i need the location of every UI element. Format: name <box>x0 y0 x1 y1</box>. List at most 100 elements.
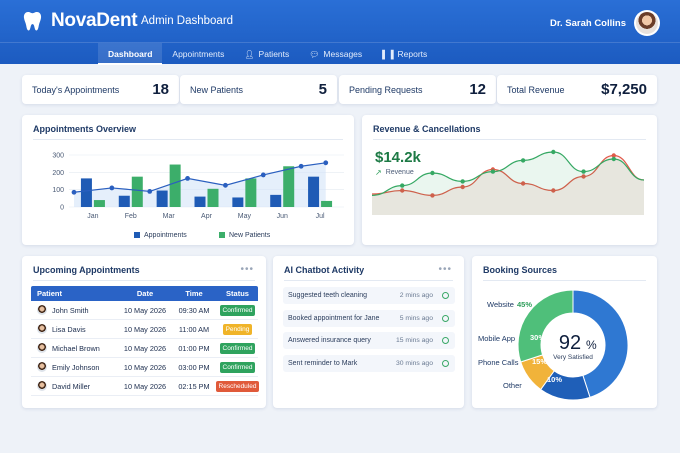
bar-appointments[interactable] <box>118 195 130 207</box>
trend-point[interactable] <box>298 163 304 169</box>
table-row[interactable]: David Miller 10 May 2026 02:15 PM Resche… <box>31 377 260 396</box>
activity-text: Sent reminder to Mark <box>288 359 358 367</box>
bar-new-patients[interactable] <box>131 176 143 207</box>
stat-todays-appointments[interactable]: Today's Appointments 18 <box>22 75 179 104</box>
activity-item[interactable]: Suggested teeth cleaning 2 mins ago <box>283 287 455 304</box>
activity-item[interactable]: Sent reminder to Mark 30 mins ago <box>283 354 455 372</box>
x-tick-label: Jun <box>277 213 288 220</box>
logo[interactable]: NovaDent <box>22 9 138 33</box>
series-point[interactable] <box>400 188 405 193</box>
series-point[interactable] <box>551 188 556 193</box>
user-menu[interactable]: Dr. Sarah Collins <box>550 10 660 36</box>
bar-chart-icon: ▌▐ <box>382 49 394 59</box>
card-title: AI Chatbot Activity <box>284 265 365 275</box>
appointment-time: 03:00 PM <box>178 362 210 372</box>
x-tick-label: Jan <box>87 213 98 220</box>
bar-appointments[interactable] <box>156 190 168 207</box>
revenue-chart <box>371 149 645 215</box>
avatar[interactable] <box>634 10 660 36</box>
slice-label: Website <box>487 300 514 309</box>
table-row[interactable]: John Smith 10 May 2026 09:30 AM Confirme… <box>31 301 258 320</box>
satisfaction-value: 92 <box>559 332 581 354</box>
appointments-chart: 300 200 100 0 Jan Feb Mar Apr May Jun Jul Appointme… <box>52 153 344 239</box>
bar-appointments[interactable] <box>232 197 244 207</box>
trend-point[interactable] <box>185 176 190 181</box>
trend-up-icon: ↗ <box>375 168 382 177</box>
top-bar: NovaDent Admin Dashboard Dr. Sarah Colli… <box>0 0 680 65</box>
series-point[interactable] <box>611 153 616 158</box>
series-point[interactable] <box>400 183 405 188</box>
trend-line <box>73 162 326 193</box>
col-patient[interactable]: Patient <box>37 289 63 298</box>
stat-value: $7,250 <box>601 81 647 98</box>
more-icon[interactable]: ••• <box>240 264 254 275</box>
nav-messages[interactable]: 💬︎ Messages <box>299 43 372 65</box>
col-time[interactable]: Time <box>185 289 203 298</box>
table-row[interactable]: Michael Brown 10 May 2026 01:00 PM Confi… <box>31 339 258 358</box>
bar-new-patients[interactable] <box>169 164 181 207</box>
trend-point[interactable] <box>71 189 77 195</box>
trend-point[interactable] <box>260 172 266 178</box>
chat-icon: 💬︎ <box>309 49 320 59</box>
trend-point[interactable] <box>147 189 153 194</box>
table-row[interactable]: Lisa Davis 10 May 2026 11:00 AM Pending <box>31 320 258 339</box>
series-point[interactable] <box>520 158 526 163</box>
col-status[interactable]: Status <box>226 289 249 298</box>
table-header: Patient Date Time Status <box>31 286 258 301</box>
stat-pending-requests[interactable]: Pending Requests 12 <box>339 75 496 104</box>
nav-dashboard[interactable]: Dashboard <box>98 43 163 65</box>
more-icon[interactable]: ••• <box>438 264 452 275</box>
bar-new-patients[interactable] <box>207 188 219 207</box>
nav-reports[interactable]: ▌▐ Reports <box>372 43 437 65</box>
table-row[interactable]: Emily Johnson 10 May 2026 03:00 PM Confi… <box>31 358 258 377</box>
activity-text: Suggested teeth cleaning <box>288 292 368 299</box>
series-point[interactable] <box>490 169 496 174</box>
patient-name: Michael Brown <box>52 343 100 353</box>
series-point[interactable] <box>581 169 586 174</box>
series-point[interactable] <box>520 181 526 186</box>
donut-slice[interactable] <box>572 289 629 398</box>
card-title: Upcoming Appointments <box>33 265 140 275</box>
series-point[interactable] <box>551 149 556 155</box>
legend-swatch <box>219 232 225 238</box>
bar-appointments[interactable] <box>80 178 92 207</box>
donut-slice[interactable] <box>517 289 574 363</box>
x-tick-label: Apr <box>201 213 213 220</box>
nav-patients[interactable]: 👤︎ Patients <box>234 43 299 65</box>
status-badge: Confirmed <box>219 304 256 316</box>
activity-item[interactable]: Answered insurance query 15 mins ago <box>283 332 455 349</box>
stat-value: 18 <box>152 81 169 98</box>
series-point[interactable] <box>460 184 465 190</box>
bar-new-patients[interactable] <box>93 200 105 207</box>
stat-new-patients[interactable]: New Patients 5 <box>180 75 337 104</box>
upcoming-appointments-card: Upcoming Appointments ••• Patient Date T… <box>22 256 266 408</box>
bar-appointments[interactable] <box>270 194 282 207</box>
series-point[interactable] <box>460 179 465 184</box>
appointments-table: Patient Date Time Status John Smith 10 M… <box>31 286 260 396</box>
bar-appointments[interactable] <box>194 196 206 207</box>
trend-point[interactable] <box>323 160 329 166</box>
series-point[interactable] <box>581 174 586 179</box>
activity-item[interactable]: Booked appointment for Jane 5 mins ago <box>283 309 455 327</box>
nav-appointments[interactable]: Appointments <box>162 43 234 65</box>
activity-time: 5 mins ago <box>399 314 433 322</box>
trend-point[interactable] <box>109 185 115 191</box>
series-point[interactable] <box>611 156 616 162</box>
booking-sources-card: Booking Sources Website 45% Mobile App 30% P… <box>472 256 657 408</box>
col-date[interactable]: Date <box>136 289 154 298</box>
bar-appointments[interactable] <box>308 176 320 207</box>
trend-point[interactable] <box>223 182 228 188</box>
bar-new-patients[interactable] <box>283 166 295 207</box>
app-name: NovaDent <box>51 10 138 31</box>
satisfaction-unit: % <box>586 338 597 352</box>
appointment-date: 10 May 2026 <box>123 381 167 391</box>
activity-text: Answered insurance query <box>288 337 371 344</box>
legend-swatch <box>134 232 140 238</box>
series-point[interactable] <box>430 193 435 198</box>
status-badge: Confirmed <box>219 361 256 373</box>
x-tick-label: May <box>238 213 252 220</box>
series-point[interactable] <box>430 170 435 176</box>
bar-new-patients[interactable] <box>321 200 333 207</box>
bar-new-patients[interactable] <box>245 178 257 207</box>
stat-total-revenue[interactable]: Total Revenue $7,250 <box>497 75 657 104</box>
